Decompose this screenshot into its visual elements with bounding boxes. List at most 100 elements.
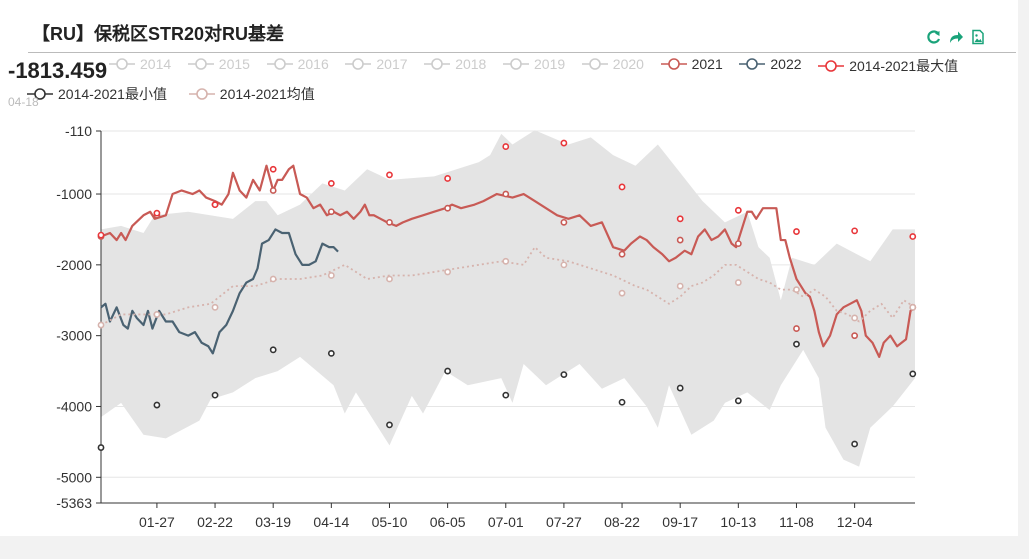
chart-card: 【RU】保税区STR20对RU基差 -110 -1000 -2000 -3000 -40… (0, 0, 1018, 536)
series-line-2014-2021 (100, 246, 916, 326)
legend-item-2014-2021[interactable]: 2014-2021均值 (188, 84, 315, 104)
share-icon[interactable] (947, 28, 964, 45)
point-marker (909, 233, 917, 240)
point-marker (502, 391, 510, 399)
crosshair-value: -1813.459 (8, 58, 108, 83)
chart-title: 【RU】保税区STR20对RU基差 (32, 24, 285, 44)
legend-label: 2022 (770, 56, 802, 72)
point-marker (851, 227, 859, 235)
point-marker (444, 367, 452, 375)
x-tick-label: 07-27 (546, 514, 582, 530)
legend-item-2022[interactable]: 2022 (738, 56, 802, 72)
legend-circle (746, 58, 759, 70)
legend-symbol-icon (345, 58, 372, 70)
legend-symbol-icon (503, 58, 529, 70)
x-tick-label: 03-19 (255, 514, 291, 530)
point-marker (269, 275, 277, 283)
point-marker (327, 180, 335, 187)
point-marker (793, 286, 800, 294)
legend-symbol-icon (581, 58, 608, 70)
legend-item-2014[interactable]: 2014 (108, 56, 171, 72)
y-tick-label: -5363 (56, 495, 92, 511)
legend-item-2020[interactable]: 2020 (581, 56, 644, 72)
point-marker (153, 209, 161, 217)
point-marker (676, 236, 684, 244)
point-marker (909, 303, 917, 311)
legend-symbol-icon (266, 58, 293, 70)
legend-symbol-icon (188, 88, 215, 100)
legend-item-2019[interactable]: 2019 (502, 56, 565, 72)
legend-label: 2014-2021均值 (219, 86, 315, 102)
point-marker (851, 314, 859, 322)
legend-symbol-icon (739, 58, 766, 70)
legend-label: 2018 (455, 56, 487, 72)
point-marker (618, 183, 626, 191)
legend-item-2014-2021[interactable]: 2014-2021最小值 (26, 84, 167, 104)
x-tick-label: 06-05 (430, 514, 466, 530)
legend-symbol-icon (818, 60, 845, 72)
legend-symbol-icon (424, 58, 451, 70)
save-image-icon[interactable] (969, 28, 986, 45)
legend-item-2018[interactable]: 2018 (423, 56, 486, 72)
point-marker (734, 279, 742, 286)
point-marker (97, 231, 105, 239)
x-tick-label: 07-01 (488, 514, 524, 530)
point-marker (618, 250, 626, 258)
point-marker (444, 204, 452, 212)
point-marker (734, 240, 742, 247)
point-marker (618, 289, 626, 297)
point-marker (851, 332, 859, 340)
point-marker (269, 187, 277, 194)
series-line-2021 (100, 164, 916, 359)
point-marker (851, 440, 859, 448)
legend-circle (588, 58, 601, 70)
point-marker (269, 346, 277, 354)
point-marker (502, 257, 510, 265)
legend-item-2021[interactable]: 2021 (660, 56, 723, 72)
legend-label: 2021 (691, 56, 723, 72)
point-marker (211, 303, 219, 311)
legend-symbol-icon (27, 88, 53, 100)
point-marker (97, 444, 105, 451)
legend-circle (352, 58, 365, 70)
legend-item-2017[interactable]: 2017 (344, 56, 408, 72)
point-marker (676, 282, 684, 290)
legend-circle (667, 58, 680, 70)
y-tick-label: -2000 (56, 257, 92, 273)
legend-item-2015[interactable]: 2015 (187, 56, 250, 72)
legend-circle (510, 58, 522, 70)
legend-item-2014-2021[interactable]: 2014-2021最大值 (817, 56, 958, 76)
legend-label: 2017 (376, 56, 408, 72)
title-divider (28, 52, 1016, 53)
x-tick-label: 09-17 (662, 514, 698, 530)
x-tick-label: 12-04 (837, 514, 873, 530)
legend-circle (116, 58, 128, 70)
range-band (101, 130, 915, 467)
point-marker (327, 272, 335, 279)
point-marker (211, 201, 219, 209)
legend-circle (825, 60, 837, 72)
legend-label: 2015 (218, 56, 250, 72)
point-marker (793, 325, 800, 332)
point-marker (560, 218, 568, 226)
x-tick-label: 08-22 (604, 514, 640, 530)
legend-circle (194, 58, 207, 70)
point-marker (327, 208, 335, 216)
point-marker (676, 215, 684, 223)
legend-circle (431, 58, 443, 70)
point-marker (793, 340, 800, 348)
chart-plot: -110 -1000 -2000 -3000 -4000 -5000 -5363 01-27 0… (56, 123, 917, 530)
legend-circle (273, 58, 286, 70)
legend-symbol-icon (109, 58, 135, 70)
legend-label: 2020 (612, 56, 644, 72)
y-tick-label: -3000 (56, 328, 92, 344)
legend-label: 2014 (140, 56, 172, 72)
x-tick-label: 04-14 (313, 514, 349, 530)
point-marker (386, 218, 393, 226)
chart-toolbox (925, 28, 986, 45)
legend-item-2016[interactable]: 2016 (266, 56, 329, 72)
point-marker (153, 401, 161, 409)
point-marker (502, 190, 510, 198)
restore-icon[interactable] (925, 28, 942, 45)
point-marker (97, 321, 105, 329)
